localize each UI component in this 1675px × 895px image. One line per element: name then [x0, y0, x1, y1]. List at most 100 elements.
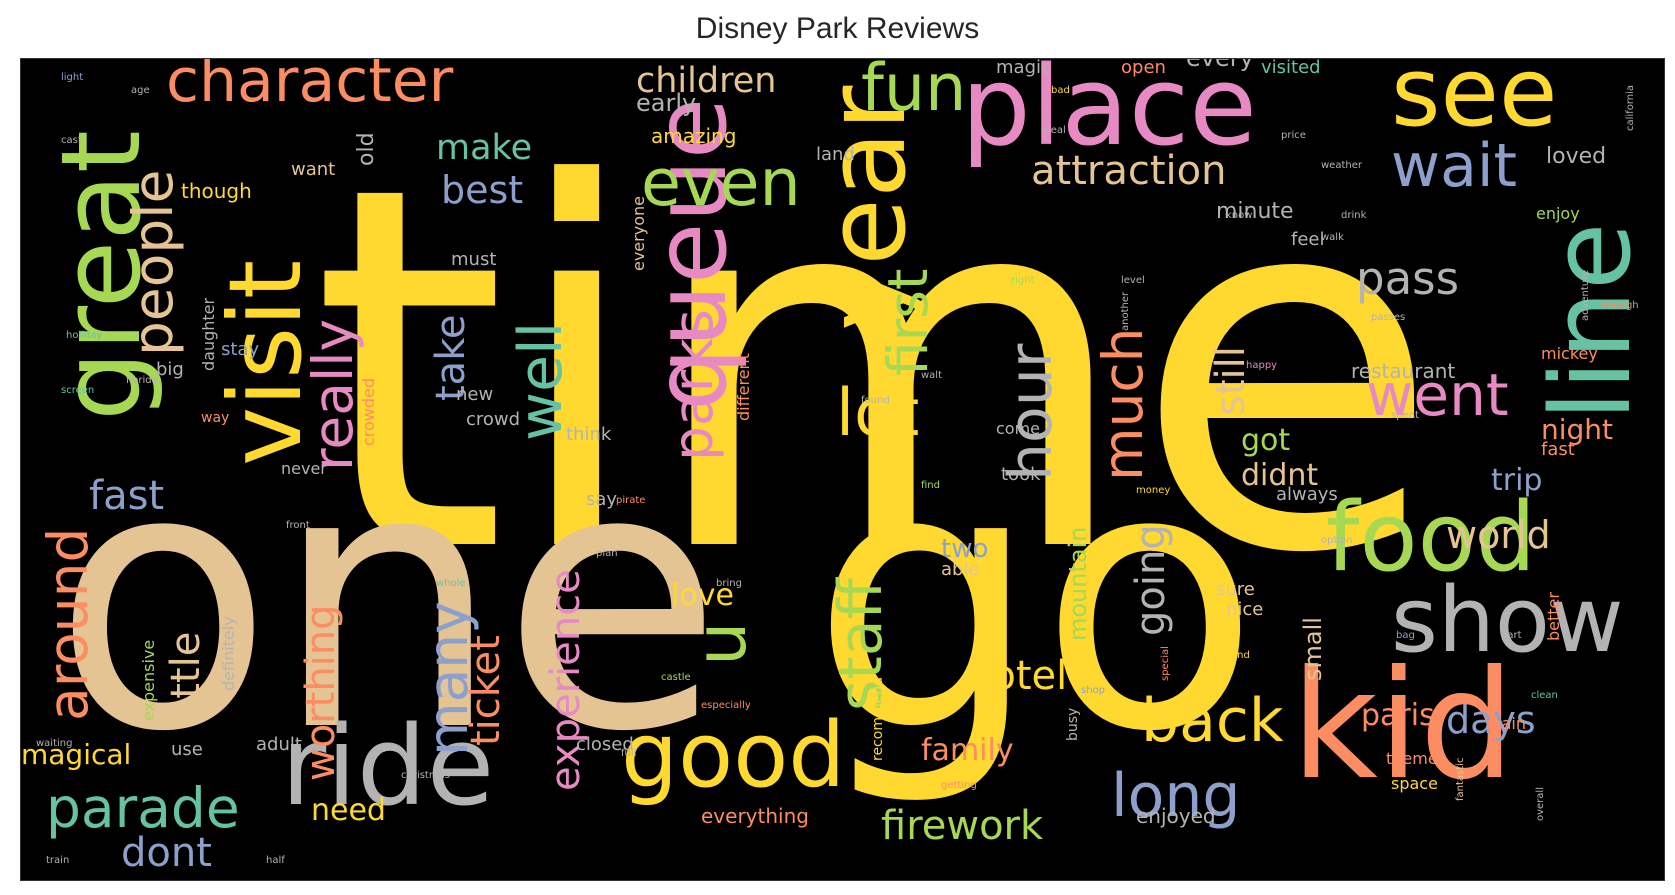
word-experience: experience	[543, 569, 589, 791]
word-way: way	[201, 410, 230, 426]
word-busy: busy	[1065, 707, 1081, 741]
word-ride: ride	[281, 702, 495, 830]
word-fast: fast	[1541, 439, 1575, 460]
word-didnt: didnt	[1241, 458, 1319, 493]
word-paris: paris	[1361, 698, 1435, 733]
word-found: found	[861, 395, 890, 406]
word-closed: closed	[576, 734, 634, 755]
word-every: every	[1186, 58, 1254, 72]
word-getting: getting	[941, 780, 977, 791]
word-different: different	[734, 353, 753, 421]
word-magical: magical	[21, 738, 132, 771]
word-world: world	[1446, 513, 1551, 557]
word-especially: especially	[701, 700, 751, 711]
word-back: back	[1141, 686, 1284, 756]
word-go: go	[811, 391, 1260, 810]
word-definitely: definitely	[219, 616, 238, 691]
word-loved: loved	[1546, 144, 1607, 169]
word-though: though	[181, 179, 252, 203]
word-first: first	[876, 268, 940, 376]
word-bad: bad	[1051, 85, 1070, 96]
word-fast: fast	[89, 473, 165, 519]
word-front: front	[286, 520, 310, 531]
word-meal: meal	[1041, 125, 1066, 136]
word-fantastic: fantastic	[1455, 757, 1466, 801]
word-kid: kid	[1291, 639, 1515, 813]
word-really: really	[301, 318, 365, 471]
word-around: around	[36, 527, 100, 721]
word-adult: adult	[256, 734, 302, 755]
word-ticket: ticket	[463, 635, 509, 746]
word-expensive: expensive	[139, 639, 158, 721]
chart-title: Disney Park Reviews	[695, 12, 980, 45]
word-daughter: daughter	[199, 297, 218, 371]
word-better: better	[1544, 592, 1563, 641]
word-holiday: holiday	[66, 330, 103, 341]
word-love: love	[671, 578, 734, 613]
word-dont: dont	[121, 830, 212, 876]
word-overall: overall	[1535, 787, 1546, 821]
word-enjoyed: enjoyed	[1136, 804, 1216, 828]
word-open: open	[1121, 58, 1166, 78]
word-time: time	[311, 80, 1441, 662]
word-family: family	[921, 733, 1014, 768]
word-crowd: crowd	[466, 409, 521, 430]
word-days: days	[1446, 698, 1536, 742]
word-passes: passes	[1371, 312, 1406, 323]
word-worthing: worthing	[298, 604, 344, 781]
word-firework: firework	[881, 803, 1044, 849]
word-even: even	[641, 146, 801, 221]
word-never: never	[281, 459, 327, 478]
word-drink: drink	[1341, 210, 1367, 221]
word-age: age	[131, 85, 150, 96]
word-make: make	[436, 128, 533, 168]
word-pirate: pirate	[616, 495, 646, 506]
word-california: california	[1625, 84, 1636, 131]
word-right: right	[1011, 275, 1035, 286]
word-full: full	[621, 748, 637, 759]
word-sure: sure	[1216, 579, 1255, 600]
word-one: one	[53, 391, 723, 810]
word-amazing: amazing	[651, 124, 737, 148]
word-attraction: attraction	[1031, 148, 1227, 194]
word-bag: bag	[1396, 630, 1415, 641]
word-florida: florida	[126, 375, 158, 386]
word-mickey: mickey	[1541, 344, 1598, 363]
word-magic: magic	[996, 58, 1051, 78]
word-still: still	[1208, 346, 1254, 416]
word-food: food	[1326, 483, 1536, 593]
word-stay: stay	[221, 339, 260, 360]
word-clean: clean	[1531, 690, 1558, 701]
word-light: light	[61, 72, 84, 83]
word-end: end	[1231, 650, 1250, 661]
word-u: u	[680, 621, 762, 666]
word-trip: trip	[1491, 463, 1543, 498]
word-walk: walk	[1321, 232, 1344, 243]
word-part: part	[1501, 630, 1522, 641]
word-pass: pass	[1356, 252, 1460, 305]
word-long: long	[1111, 761, 1241, 831]
word-cloud: time one go kid place see year queue visit great l…	[20, 58, 1665, 881]
word-early: early	[636, 89, 697, 117]
word-crowded: crowded	[359, 377, 378, 446]
word-special: special	[1160, 646, 1171, 681]
word-space: space	[1391, 774, 1438, 793]
word-new: new	[456, 384, 494, 405]
word-adventure: adventure	[1580, 269, 1591, 321]
word-character: character	[166, 58, 454, 116]
word-everything: everything	[701, 804, 809, 828]
word-need: need	[311, 793, 386, 828]
word-main: main	[1486, 714, 1526, 733]
word-happy: happy	[1246, 360, 1278, 371]
word-place: place	[961, 58, 1257, 170]
word-old: old	[354, 132, 379, 166]
word-minute: minute	[1216, 199, 1294, 224]
word-parks: parks	[661, 309, 725, 461]
word-shop: shop	[1081, 685, 1106, 696]
word-screen: screen	[61, 385, 95, 396]
word-spent: spent	[1391, 410, 1419, 421]
word-mountain: mountain	[1064, 526, 1092, 641]
word-night: night	[1541, 413, 1614, 446]
word-feel: feel	[1291, 229, 1325, 250]
word-must: must	[451, 249, 497, 270]
